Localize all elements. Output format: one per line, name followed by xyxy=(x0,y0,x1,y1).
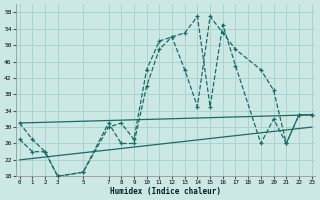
X-axis label: Humidex (Indice chaleur): Humidex (Indice chaleur) xyxy=(110,187,221,196)
